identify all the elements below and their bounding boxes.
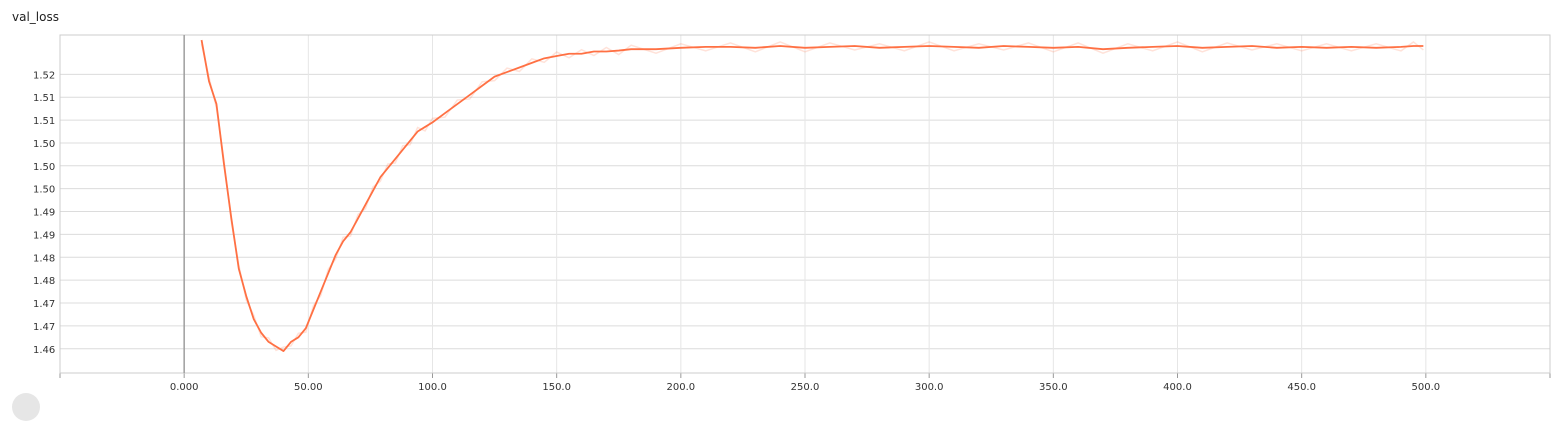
x-tick-label: 100.0 (418, 382, 447, 393)
y-tick-label: 1.49 (33, 230, 55, 241)
y-tick-label: 1.47 (33, 322, 55, 333)
y-tick-label: 1.46 (33, 345, 55, 356)
x-tick-label: 0.000 (170, 382, 199, 393)
x-tick-label: 350.0 (1039, 382, 1068, 393)
y-tick-label: 1.47 (33, 299, 55, 310)
plot-frame (59, 34, 1551, 374)
y-tick-label: 1.49 (33, 208, 55, 219)
y-tick-label: 1.48 (33, 276, 55, 287)
x-tick-label: 500.0 (1412, 382, 1441, 393)
x-tick-label: 400.0 (1163, 382, 1192, 393)
y-tick-label: 1.50 (33, 139, 55, 150)
x-tick-label: 50.00 (294, 382, 323, 393)
x-tick-label: 250.0 (791, 382, 820, 393)
y-tick-label: 1.51 (33, 93, 55, 104)
series-line (200, 39, 1424, 352)
x-tick-label: 450.0 (1287, 382, 1316, 393)
y-tick-label: 1.50 (33, 185, 55, 196)
x-tick-label: 300.0 (915, 382, 944, 393)
series-raw-line (200, 41, 1424, 352)
y-tick-label: 1.52 (33, 70, 55, 81)
y-tick-label: 1.50 (33, 162, 55, 173)
y-tick-label: 1.48 (33, 253, 55, 264)
expand-button[interactable] (12, 393, 40, 421)
chart-title: val_loss (12, 10, 59, 24)
x-tick-label: 200.0 (667, 382, 696, 393)
y-tick-label: 1.51 (33, 116, 55, 127)
x-tick-label: 150.0 (542, 382, 571, 393)
line-chart: 1.46 1.47 1.47 1.48 1.48 1.49 1.49 1.50 1.50 1.50… (33, 34, 1551, 393)
